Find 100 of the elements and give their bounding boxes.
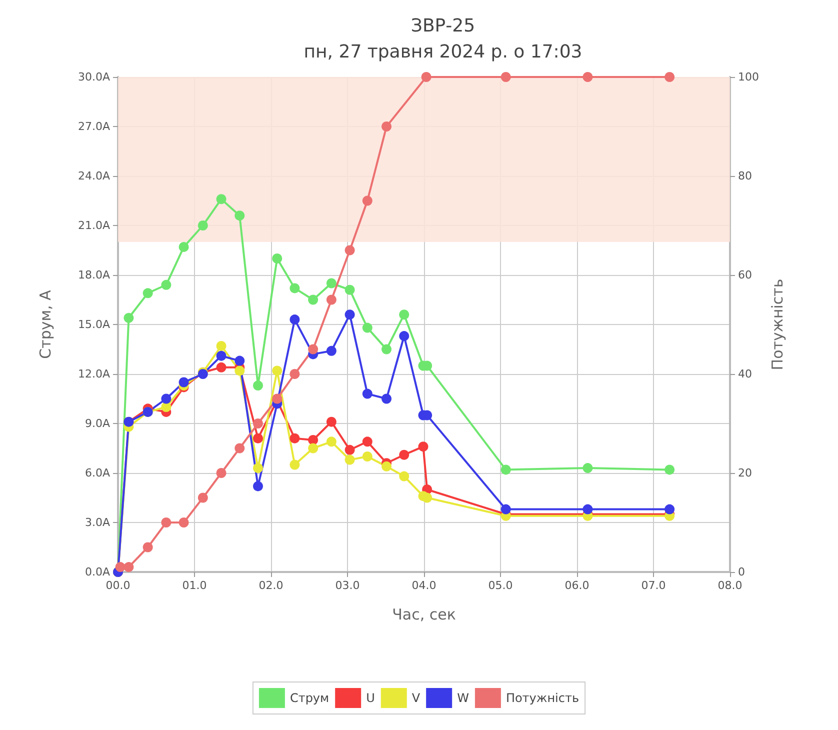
y2-tick-label: 100 xyxy=(738,70,759,84)
point xyxy=(344,444,355,455)
point xyxy=(421,72,432,82)
point xyxy=(326,278,336,288)
y-tick-label: 6.0A xyxy=(84,466,110,480)
point xyxy=(290,433,300,444)
point xyxy=(382,344,392,354)
point xyxy=(500,504,511,514)
point xyxy=(382,122,392,132)
point xyxy=(161,394,172,404)
point xyxy=(308,344,318,354)
y2-tick-label: 20 xyxy=(738,466,752,480)
point xyxy=(290,283,300,294)
point xyxy=(216,350,226,361)
point xyxy=(142,288,153,298)
legend-label: Потужність xyxy=(506,691,580,705)
y-tick-label: 18.0A xyxy=(78,268,110,282)
y-tick-label: 21.0A xyxy=(78,219,110,232)
point xyxy=(253,481,263,492)
point xyxy=(362,196,372,206)
legend-label: U xyxy=(366,691,375,705)
point xyxy=(198,220,208,230)
point xyxy=(234,366,245,376)
point xyxy=(399,310,410,320)
x-tick-label: 00.0 xyxy=(106,579,130,592)
legend-label: Струм xyxy=(290,691,330,705)
point xyxy=(253,380,263,391)
point xyxy=(308,435,318,445)
point xyxy=(664,464,675,475)
point xyxy=(216,468,226,478)
point xyxy=(253,463,263,474)
point xyxy=(178,242,189,252)
chart-subtitle: пн, 27 травня 2024 р. о 17:03 xyxy=(304,42,582,62)
y-tick-label: 9.0A xyxy=(84,417,110,430)
y-tick-label: 27.0A xyxy=(78,120,110,133)
y-tick-label: 0.0A xyxy=(84,566,110,578)
y-tick-label: 15.0A xyxy=(78,318,110,331)
point xyxy=(382,394,392,404)
x-tick-label: 08.0 xyxy=(718,579,742,592)
point xyxy=(234,356,245,366)
point xyxy=(326,436,336,447)
point xyxy=(362,322,372,333)
y-tick-label: 12.0A xyxy=(78,368,110,380)
y-tick-label: 3.0A xyxy=(84,516,110,529)
y2-tick-label: 80 xyxy=(738,170,752,182)
point xyxy=(308,443,318,454)
y2-tick-label: 40 xyxy=(738,368,752,380)
point xyxy=(344,310,355,320)
point xyxy=(664,504,675,514)
y-tick-label: 24.0A xyxy=(78,170,110,182)
point xyxy=(326,294,336,305)
legend-label: V xyxy=(412,691,421,705)
point xyxy=(399,331,410,342)
point xyxy=(326,346,336,356)
point xyxy=(216,340,226,351)
point xyxy=(500,464,511,475)
point xyxy=(664,72,675,82)
point xyxy=(178,377,189,388)
point xyxy=(272,254,282,264)
point xyxy=(582,504,593,514)
point xyxy=(161,518,172,528)
point xyxy=(216,362,226,372)
point xyxy=(344,284,355,295)
x-tick-label: 06.0 xyxy=(564,579,590,592)
point xyxy=(399,471,410,482)
y2-tick-label: 0 xyxy=(738,566,745,578)
y2-tick-label: 60 xyxy=(738,268,752,282)
y2-axis-title: Потужність xyxy=(768,278,786,370)
point xyxy=(253,433,263,444)
point xyxy=(234,210,245,221)
point xyxy=(216,194,226,204)
point xyxy=(582,463,593,474)
y-tick-label: 30.0A xyxy=(78,70,110,84)
point xyxy=(422,492,432,503)
point xyxy=(290,369,300,379)
point xyxy=(582,72,593,82)
point xyxy=(124,562,134,572)
chart-title: ЗВР-25 xyxy=(410,16,476,36)
point xyxy=(344,454,355,465)
point xyxy=(362,452,372,462)
x-tick-label: 07.0 xyxy=(641,579,666,592)
point xyxy=(253,418,263,428)
point xyxy=(161,280,172,290)
point xyxy=(362,388,372,399)
y-axis-title: Струм, А xyxy=(36,289,54,359)
point xyxy=(326,416,336,427)
point xyxy=(399,450,410,460)
point xyxy=(115,562,126,572)
point xyxy=(124,312,134,323)
point xyxy=(308,294,318,305)
point xyxy=(418,442,428,452)
point xyxy=(234,443,245,454)
legend-label: W xyxy=(457,691,470,705)
point xyxy=(142,542,153,552)
x-tick-label: 04.0 xyxy=(412,579,436,592)
point xyxy=(290,460,300,470)
point xyxy=(161,402,172,412)
point xyxy=(500,72,511,82)
point xyxy=(344,245,355,256)
point xyxy=(178,518,189,528)
